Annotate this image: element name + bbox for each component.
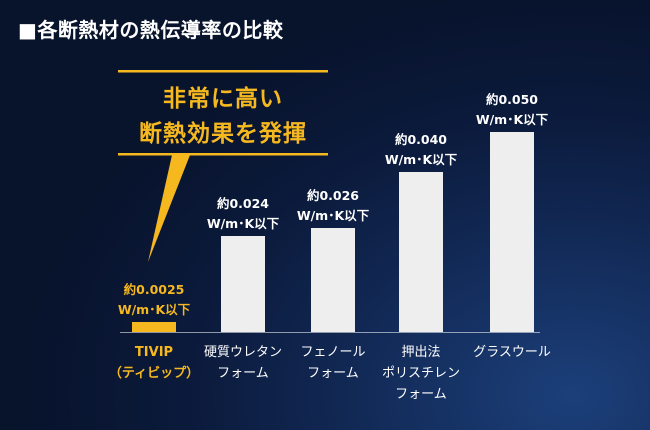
category-label-4: グラスウール: [473, 342, 551, 363]
category-label-1: 硬質ウレタン フォーム: [204, 342, 282, 384]
category-label-3-line-2: フォーム: [395, 387, 447, 402]
callout-line-1: 非常に高い: [163, 86, 283, 112]
data-labels-group: 約0.0025W/m･K以下約0.024W/m･K以下約0.026W/m･K以下…: [118, 92, 549, 317]
callout-pointer: [148, 155, 190, 262]
category-label-2: フェノール フォーム: [300, 342, 365, 384]
category-label-1-line-1: フォーム: [217, 366, 269, 381]
data-label-3-1: W/m･K以下: [385, 152, 458, 167]
bars-group: [132, 132, 534, 332]
category-label-2-line-0: フェノール: [300, 345, 366, 360]
category-label-4-line-0: グラスウール: [473, 345, 551, 360]
category-label-3-line-0: 押出法: [401, 345, 441, 360]
category-label-0: TIVIP （ティビップ）: [109, 342, 199, 384]
chart-title: ■各断熱材の熱伝導率の比較: [18, 18, 284, 42]
data-label-1-0: 約0.024: [217, 196, 269, 211]
category-label-0-line-1: （ティビップ）: [108, 366, 200, 381]
bar-3: [399, 172, 443, 332]
data-label-0-0: 約0.0025: [124, 282, 185, 297]
callout-line-2: 断熱効果を発揮: [139, 121, 307, 147]
callout-top-rule: [118, 70, 328, 73]
callout-bottom-rule: [118, 153, 328, 156]
category-label-0-line-0: TIVIP: [134, 345, 174, 360]
bar-4: [490, 132, 534, 332]
category-label-2-line-1: フォーム: [307, 366, 359, 381]
data-label-2-1: W/m･K以下: [297, 208, 370, 223]
bar-1: [221, 236, 265, 332]
bar-2: [311, 228, 355, 332]
bar-0: [132, 322, 176, 332]
category-label-3-line-1: ポリスチレン: [381, 366, 461, 381]
data-label-3-0: 約0.040: [395, 132, 447, 147]
data-label-4-0: 約0.050: [486, 92, 538, 107]
data-label-4-1: W/m･K以下: [476, 112, 549, 127]
category-label-1-line-0: 硬質ウレタン: [203, 345, 283, 360]
data-label-1-1: W/m･K以下: [207, 216, 280, 231]
callout-box: [118, 70, 328, 262]
data-label-0-1: W/m･K以下: [118, 302, 191, 317]
category-label-3: 押出法ポリスチレン フォーム: [382, 342, 460, 405]
data-label-2-0: 約0.026: [307, 188, 359, 203]
